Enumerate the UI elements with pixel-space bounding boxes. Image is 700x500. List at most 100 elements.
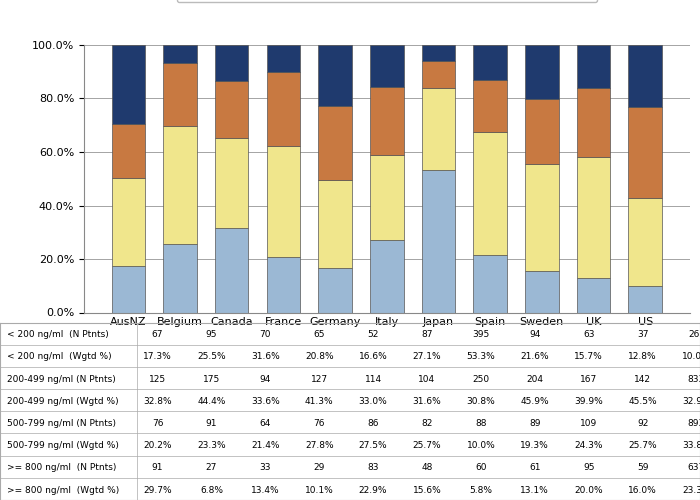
Bar bbox=[111, 45, 145, 124]
Text: 250: 250 bbox=[473, 374, 489, 384]
Bar bbox=[421, 61, 455, 88]
Text: 200-499 ng/ml (Wgtd %): 200-499 ng/ml (Wgtd %) bbox=[7, 397, 118, 406]
Bar bbox=[577, 156, 610, 278]
Text: 167: 167 bbox=[580, 374, 597, 384]
Text: 64: 64 bbox=[260, 419, 271, 428]
Bar bbox=[473, 132, 507, 254]
Text: 27.5%: 27.5% bbox=[359, 441, 387, 450]
Text: 30.8%: 30.8% bbox=[466, 397, 496, 406]
Text: 200-499 ng/ml (N Ptnts): 200-499 ng/ml (N Ptnts) bbox=[7, 374, 116, 384]
Text: 33.0%: 33.0% bbox=[358, 397, 388, 406]
Text: 500-799 ng/ml (Wgtd %): 500-799 ng/ml (Wgtd %) bbox=[7, 441, 119, 450]
Bar bbox=[525, 99, 559, 164]
Text: 89: 89 bbox=[529, 419, 540, 428]
Text: 13.4%: 13.4% bbox=[251, 486, 279, 494]
Text: 104: 104 bbox=[419, 374, 435, 384]
Text: 61: 61 bbox=[529, 464, 540, 472]
Text: 19.3%: 19.3% bbox=[520, 441, 550, 450]
Bar bbox=[629, 108, 662, 198]
Bar bbox=[163, 244, 197, 312]
Bar bbox=[215, 45, 248, 81]
Bar bbox=[111, 124, 145, 178]
Text: 39.9%: 39.9% bbox=[574, 397, 603, 406]
Text: 33.6%: 33.6% bbox=[251, 397, 280, 406]
Text: 395: 395 bbox=[473, 330, 489, 339]
Text: 25.5%: 25.5% bbox=[197, 352, 225, 362]
Text: 16.0%: 16.0% bbox=[628, 486, 657, 494]
Bar bbox=[267, 257, 300, 312]
Bar bbox=[577, 278, 610, 312]
Text: 29: 29 bbox=[314, 464, 325, 472]
Text: 23.3%: 23.3% bbox=[682, 486, 700, 494]
Text: 13.1%: 13.1% bbox=[520, 486, 550, 494]
Text: 70: 70 bbox=[260, 330, 271, 339]
Bar bbox=[370, 240, 403, 312]
Text: 91: 91 bbox=[206, 419, 217, 428]
Text: 10.0%: 10.0% bbox=[682, 352, 700, 362]
Text: 22.9%: 22.9% bbox=[359, 486, 387, 494]
Text: 142: 142 bbox=[634, 374, 651, 384]
Text: 16.6%: 16.6% bbox=[358, 352, 388, 362]
Text: 20.8%: 20.8% bbox=[305, 352, 333, 362]
Text: 31.6%: 31.6% bbox=[251, 352, 280, 362]
Text: 65: 65 bbox=[314, 330, 325, 339]
Text: 114: 114 bbox=[365, 374, 382, 384]
Bar bbox=[629, 198, 662, 286]
Text: 204: 204 bbox=[526, 374, 543, 384]
Text: 53.3%: 53.3% bbox=[466, 352, 496, 362]
Bar bbox=[318, 268, 352, 312]
Bar bbox=[525, 164, 559, 270]
Text: >= 800 ng/ml  (N Ptnts): >= 800 ng/ml (N Ptnts) bbox=[7, 464, 116, 472]
Text: 59: 59 bbox=[637, 464, 648, 472]
Text: 5.8%: 5.8% bbox=[470, 486, 492, 494]
Bar bbox=[267, 146, 300, 257]
Text: 833: 833 bbox=[688, 374, 700, 384]
Bar bbox=[577, 45, 610, 88]
Text: 500-799 ng/ml (N Ptnts): 500-799 ng/ml (N Ptnts) bbox=[7, 419, 116, 428]
Bar bbox=[318, 106, 352, 180]
Text: 21.4%: 21.4% bbox=[251, 441, 279, 450]
Bar bbox=[577, 88, 610, 156]
Text: 91: 91 bbox=[152, 464, 163, 472]
Bar bbox=[111, 178, 145, 266]
Text: 63: 63 bbox=[583, 330, 594, 339]
Bar bbox=[318, 180, 352, 268]
Text: 12.8%: 12.8% bbox=[629, 352, 657, 362]
Text: 44.4%: 44.4% bbox=[197, 397, 225, 406]
Text: 24.3%: 24.3% bbox=[575, 441, 603, 450]
Bar bbox=[267, 72, 300, 146]
Bar bbox=[267, 45, 300, 72]
Text: 637: 637 bbox=[688, 464, 700, 472]
Bar bbox=[318, 45, 352, 106]
Bar bbox=[525, 46, 559, 99]
Bar bbox=[163, 45, 197, 63]
Text: 60: 60 bbox=[475, 464, 486, 472]
Bar bbox=[421, 88, 455, 170]
Text: 10.0%: 10.0% bbox=[466, 441, 496, 450]
Text: 95: 95 bbox=[583, 464, 594, 472]
Text: 27.8%: 27.8% bbox=[305, 441, 333, 450]
Text: 95: 95 bbox=[206, 330, 217, 339]
Text: 82: 82 bbox=[421, 419, 433, 428]
Legend: < 200 ng/ml, 200-499 ng/ml, 500-799 ng/ml, >= 800 ng/ml: < 200 ng/ml, 200-499 ng/ml, 500-799 ng/m… bbox=[176, 0, 597, 2]
Text: 175: 175 bbox=[203, 374, 220, 384]
Text: 52: 52 bbox=[368, 330, 379, 339]
Bar bbox=[163, 126, 197, 244]
Text: 92: 92 bbox=[637, 419, 648, 428]
Bar bbox=[215, 81, 248, 138]
Text: 76: 76 bbox=[314, 419, 325, 428]
Text: 45.9%: 45.9% bbox=[521, 397, 549, 406]
Text: 33: 33 bbox=[260, 464, 271, 472]
Text: 20.0%: 20.0% bbox=[575, 486, 603, 494]
Bar bbox=[473, 254, 507, 312]
Bar bbox=[215, 228, 248, 312]
Text: 48: 48 bbox=[421, 464, 433, 472]
Text: 94: 94 bbox=[529, 330, 540, 339]
Bar bbox=[215, 138, 248, 228]
Text: >= 800 ng/ml  (Wgtd %): >= 800 ng/ml (Wgtd %) bbox=[7, 486, 119, 494]
Bar bbox=[163, 63, 197, 126]
Text: 127: 127 bbox=[311, 374, 328, 384]
Text: 88: 88 bbox=[475, 419, 486, 428]
Text: 37: 37 bbox=[637, 330, 648, 339]
Bar bbox=[421, 46, 455, 61]
